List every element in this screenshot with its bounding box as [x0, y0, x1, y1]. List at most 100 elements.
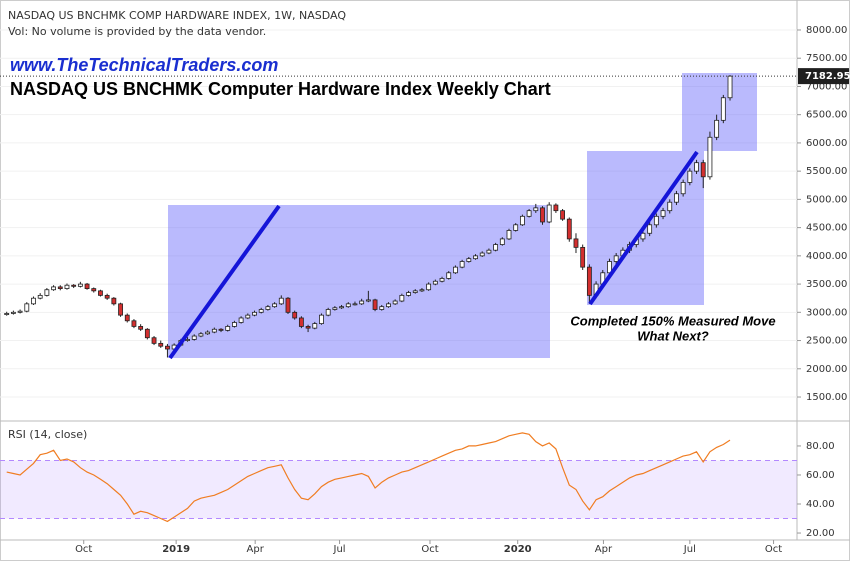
candle-body	[158, 342, 164, 347]
candle-body	[667, 201, 673, 212]
candle-body	[10, 311, 16, 314]
candle-body	[419, 289, 425, 292]
candle-body	[352, 303, 358, 306]
candle-body	[406, 292, 411, 296]
candle-body	[506, 230, 512, 240]
y-tick-label: 5500.00	[806, 166, 847, 177]
grid-layer	[0, 29, 797, 398]
annotation: What Next?	[637, 328, 709, 343]
y-tick-label: 4000.00	[806, 251, 847, 262]
candle-body	[386, 303, 391, 308]
candle-body	[91, 288, 97, 292]
candle-body	[586, 266, 592, 296]
range-box	[682, 73, 757, 151]
y-tick-label: 4500.00	[806, 223, 847, 234]
candle-body	[131, 320, 137, 327]
candle-body	[232, 322, 237, 327]
y-tick-label: 3500.00	[806, 279, 847, 290]
headline: NASDAQ US BNCHMK Computer Hardware Index…	[10, 79, 551, 99]
candle-body	[24, 303, 30, 312]
candle-body	[540, 207, 545, 223]
candle-body	[57, 286, 63, 290]
candle-body	[392, 300, 398, 305]
candle-body	[144, 328, 150, 339]
candle-body	[647, 224, 653, 234]
candle-body	[720, 97, 726, 121]
chart-subtitle: Vol: No volume is provided by the data v…	[8, 25, 266, 38]
candle-body	[198, 333, 204, 337]
rsi-band-layer	[0, 459, 797, 520]
candle-body	[546, 204, 552, 223]
candle-body	[533, 207, 539, 212]
candle-body	[580, 246, 586, 268]
y-tick-label: 7500.00	[806, 53, 847, 64]
candle-body	[64, 284, 70, 290]
candle-body	[37, 294, 43, 299]
y-tick-label: 40.00	[806, 499, 835, 510]
candle-body	[298, 317, 304, 327]
x-tick-label: Jul	[683, 544, 696, 555]
axes-layer: 1500.00 2000.00 2500.00 3000.00 3500.00 4000.…	[0, 25, 850, 555]
candle-body	[687, 170, 693, 183]
candle-body	[124, 314, 130, 322]
candle-body	[185, 339, 190, 341]
candle-body	[319, 314, 324, 325]
y-tick-label: 6500.00	[806, 110, 847, 121]
candle-body	[446, 272, 452, 279]
candle-body	[218, 328, 224, 331]
candle-body	[372, 299, 378, 310]
candle-body	[77, 283, 83, 287]
candle-body	[653, 215, 659, 226]
candle-body	[486, 249, 492, 254]
candle-body	[332, 307, 338, 310]
candle-body	[312, 323, 318, 329]
y-tick-label: 5000.00	[806, 194, 847, 205]
candle-body	[71, 284, 77, 287]
candle-body	[258, 309, 264, 313]
candle-body	[325, 309, 331, 316]
candle-body	[252, 311, 257, 316]
candle-body	[573, 238, 579, 248]
candle-body	[560, 210, 565, 220]
rsi-layer	[6, 432, 731, 523]
x-tick-label: Oct	[765, 544, 782, 555]
rsi-title: RSI (14, close)	[8, 428, 87, 441]
candle-body	[345, 303, 351, 308]
candle-body	[694, 162, 699, 172]
y-tick-label: 6000.00	[806, 138, 847, 149]
x-tick-label: Oct	[421, 544, 438, 555]
candle-body	[118, 303, 123, 316]
candle-body	[426, 283, 432, 291]
candle-body	[479, 252, 485, 257]
annotation: Completed 150% Measured Move	[570, 313, 775, 328]
y-tick-label: 80.00	[806, 441, 835, 452]
candle-body	[473, 255, 478, 260]
candle-body	[138, 326, 144, 330]
candle-body	[727, 75, 733, 99]
candle-body	[84, 283, 90, 290]
candle-body	[379, 306, 385, 310]
y-tick-label: 7000.00	[806, 81, 847, 92]
candle-body	[365, 299, 371, 302]
candle-body	[165, 345, 170, 350]
candle-body	[245, 314, 251, 319]
last-price-tag	[798, 68, 849, 85]
y-tick-label: 3000.00	[806, 307, 847, 318]
candle-body	[613, 255, 619, 262]
rsi-line	[6, 432, 731, 523]
candle-body	[238, 317, 244, 323]
candle-body	[459, 261, 465, 268]
candle-body	[111, 297, 117, 305]
candle-body	[292, 311, 298, 319]
y-tick-label: 60.00	[806, 470, 835, 481]
candle-body	[466, 258, 472, 262]
candle-body	[278, 297, 284, 305]
candle-body	[225, 326, 231, 331]
candle-body	[553, 204, 559, 212]
candle-body	[519, 215, 525, 226]
candle-body	[453, 266, 458, 274]
y-tick-label: 2000.00	[806, 364, 847, 375]
trend-line	[168, 204, 281, 360]
trend-lines	[168, 150, 699, 360]
